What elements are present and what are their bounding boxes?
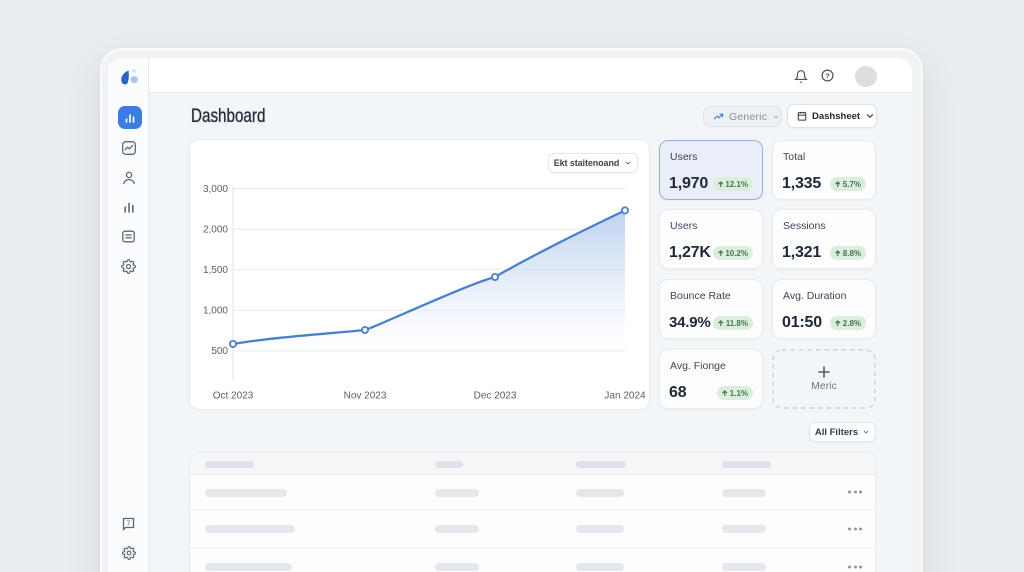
- svg-text:?: ?: [825, 71, 830, 80]
- svg-text:Nov 2023: Nov 2023: [344, 391, 387, 402]
- svg-text:Dec 2023: Dec 2023: [474, 391, 517, 402]
- svg-text:2,000: 2,000: [203, 224, 228, 235]
- svg-text:500: 500: [211, 346, 228, 357]
- svg-text:7: 7: [126, 519, 130, 528]
- svg-text:1,000: 1,000: [203, 306, 228, 317]
- svg-text:Oct 2023: Oct 2023: [213, 391, 254, 402]
- svg-text:3,000: 3,000: [203, 184, 228, 195]
- svg-text:Jan 2024: Jan 2024: [604, 391, 646, 402]
- svg-text:1,500: 1,500: [203, 265, 228, 276]
